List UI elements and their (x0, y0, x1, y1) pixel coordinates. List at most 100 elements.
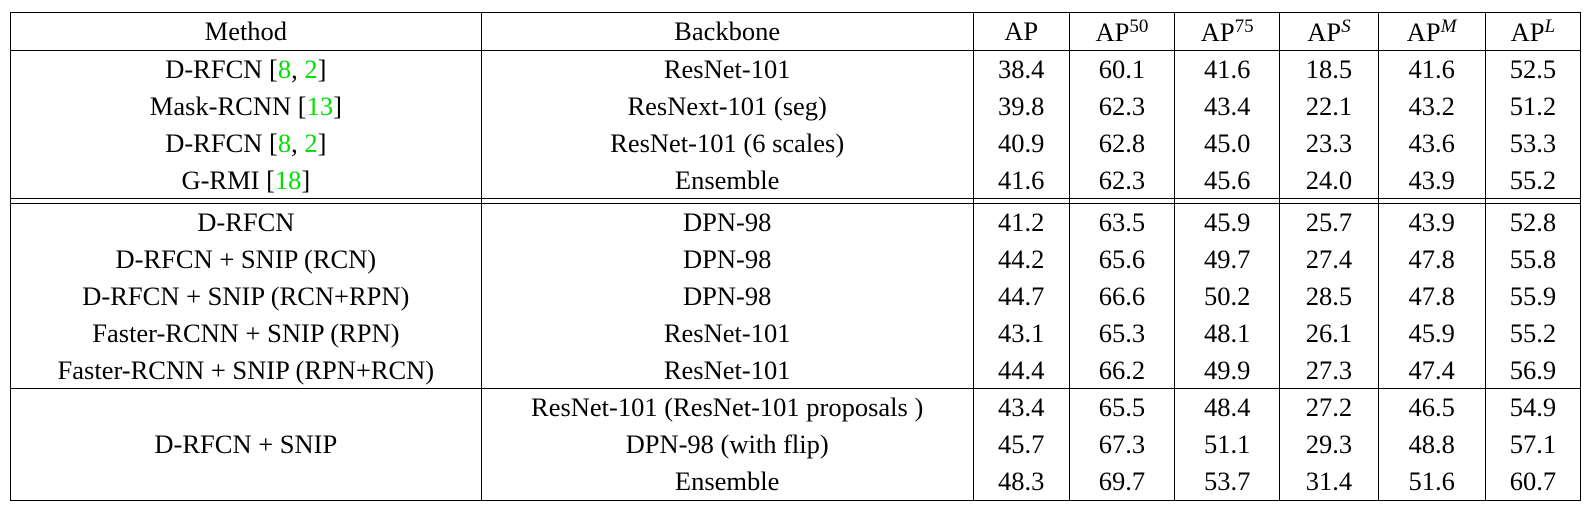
method-name: D-RFCN (165, 54, 263, 85)
citation-close-bracket: ] (317, 54, 327, 85)
cell-apl: 60.7 (1484, 462, 1582, 501)
cell-apm: 43.9 (1377, 203, 1486, 241)
cell-apm: 43.9 (1377, 161, 1486, 200)
cell-ap75: 45.0 (1174, 124, 1281, 162)
cell-aps: 27.2 (1279, 388, 1379, 426)
cell-backbone: ResNet-101 (480, 50, 974, 88)
cell-ap: 45.7 (972, 425, 1070, 463)
cell-ap75: 51.1 (1174, 425, 1281, 463)
table-row: D-RFCN + SNIP ResNet-101 (ResNet-101 prop… (10, 388, 1582, 501)
cell-aps: 22.1 (1279, 87, 1379, 125)
cell-backbone: DPN-98 (with flip) (480, 425, 974, 463)
cell-backbone: DPN-98 (480, 203, 974, 241)
citation-open-bracket: [ (291, 90, 307, 121)
cell-ap: 44.7 (972, 277, 1070, 315)
cell-ap50: 62.8 (1068, 124, 1176, 162)
header-apm: APM (1377, 12, 1486, 51)
cell-apl: 52.8 (1484, 203, 1582, 241)
table-row: D-RFCN [8, 2] ResNet-101 (6 scales) 40.9 62… (10, 124, 1582, 162)
cell-ap75: 50.2 (1174, 277, 1281, 315)
header-ap: AP (972, 12, 1070, 51)
method-name: D-RFCN + SNIP (RCN) (115, 244, 377, 275)
cell-apl: 51.2 (1484, 87, 1582, 125)
citation-link[interactable]: 18 (274, 164, 302, 195)
header-method: Method (10, 12, 482, 51)
cell-ap50: 62.3 (1068, 87, 1176, 125)
header-apm-base: AP (1406, 17, 1441, 48)
cell-aps: 26.1 (1279, 314, 1379, 352)
cell-ap50: 66.6 (1068, 277, 1176, 315)
method-name: Faster-RCNN + SNIP (RPN) (92, 317, 400, 348)
cell-backbone: ResNet-101 (480, 314, 974, 352)
header-apl-base: AP (1510, 17, 1545, 48)
table-row: Mask-RCNN [13] ResNext-101 (seg) 39.8 62.3 4… (10, 87, 1582, 125)
header-ap75-sup: 75 (1234, 16, 1254, 38)
cell-ap50: 60.1 (1068, 50, 1176, 88)
citation-link[interactable]: 8 (277, 127, 292, 158)
cell-aps: 24.0 (1279, 161, 1379, 200)
table-row: Faster-RCNN + SNIP (RPN+RCN) ResNet-101 44… (10, 351, 1582, 390)
citation-link[interactable]: 2 (304, 127, 318, 158)
header-ap50-sup: 50 (1129, 16, 1149, 38)
header-aps: APS (1279, 12, 1379, 51)
cell-ap75: 45.9 (1174, 203, 1281, 241)
cell-aps: 28.5 (1279, 277, 1379, 315)
table-row: Faster-RCNN + SNIP (RPN) ResNet-101 43.1 65… (10, 314, 1582, 352)
cell-aps: 31.4 (1279, 462, 1379, 501)
cell-apl: 55.9 (1484, 277, 1582, 315)
table-group-snip-final: D-RFCN + SNIP ResNet-101 (ResNet-101 prop… (10, 388, 1582, 501)
citation-close-bracket: ] (317, 127, 327, 158)
citation-open-bracket: [ (262, 54, 278, 85)
header-apm-sup: M (1440, 16, 1457, 38)
cell-ap75: 48.4 (1174, 388, 1281, 426)
cell-apm: 48.8 (1377, 425, 1486, 463)
cell-ap: 48.3 (972, 462, 1070, 501)
cell-backbone: Ensemble (480, 161, 974, 200)
header-aps-base: AP (1307, 17, 1342, 48)
cell-apm: 43.6 (1377, 124, 1486, 162)
cell-ap: 41.6 (972, 161, 1070, 200)
cell-ap: 40.9 (972, 124, 1070, 162)
citation-link[interactable]: 13 (306, 90, 334, 121)
cell-ap50: 65.5 (1068, 388, 1176, 426)
citation-separator: , (291, 127, 305, 158)
cell-ap50: 62.3 (1068, 161, 1176, 200)
table-row: D-RFCN DPN-98 41.2 63.5 45.9 25.7 43.9 52.8 (10, 203, 1582, 241)
cell-backbone: Ensemble (480, 462, 974, 501)
citation-link[interactable]: 8 (277, 54, 292, 85)
cell-ap75: 49.9 (1174, 351, 1281, 390)
header-backbone: Backbone (480, 12, 974, 51)
method-name: Faster-RCNN + SNIP (RPN+RCN) (57, 354, 435, 385)
citation-link[interactable]: 2 (304, 54, 318, 85)
header-ap50-base: AP (1095, 17, 1130, 48)
cell-apm: 51.6 (1377, 462, 1486, 501)
cell-aps: 29.3 (1279, 425, 1379, 463)
cell-ap75: 41.6 (1174, 50, 1281, 88)
cell-method: D-RFCN + SNIP (RCN) (10, 240, 482, 278)
cell-apl: 54.9 (1484, 388, 1582, 426)
cell-ap50: 63.5 (1068, 203, 1176, 241)
cell-method: D-RFCN [8, 2] (10, 50, 482, 88)
cell-method: G-RMI [18] (10, 161, 482, 200)
table-row: Ensemble 48.3 69.7 53.7 31.4 51.6 60.7 (11, 462, 1582, 501)
method-name: Mask-RCNN (149, 90, 292, 121)
table-header: Method Backbone AP AP50 AP75 APS APM APL (10, 12, 1582, 51)
cell-apm: 43.2 (1377, 87, 1486, 125)
citation-open-bracket: [ (262, 127, 278, 158)
header-apl-sup: L (1544, 16, 1556, 38)
cell-apm: 45.9 (1377, 314, 1486, 352)
cell-ap: 39.8 (972, 87, 1070, 125)
table-group-prior-work: D-RFCN [8, 2] ResNet-101 38.4 60.1 41.6 18.5 4… (10, 50, 1582, 200)
cell-aps: 27.3 (1279, 351, 1379, 390)
citation-separator: , (291, 54, 305, 85)
header-ap50: AP50 (1068, 12, 1176, 51)
cell-ap75: 49.7 (1174, 240, 1281, 278)
cell-ap50: 67.3 (1068, 425, 1176, 463)
citation-open-bracket: [ (259, 164, 275, 195)
cell-ap50: 65.6 (1068, 240, 1176, 278)
cell-backbone: DPN-98 (480, 240, 974, 278)
results-table: Method Backbone AP AP50 AP75 APS APM APL… (10, 12, 1582, 501)
citation-close-bracket: ] (301, 164, 311, 195)
cell-apm: 47.8 (1377, 277, 1486, 315)
cell-apl: 52.5 (1484, 50, 1582, 88)
